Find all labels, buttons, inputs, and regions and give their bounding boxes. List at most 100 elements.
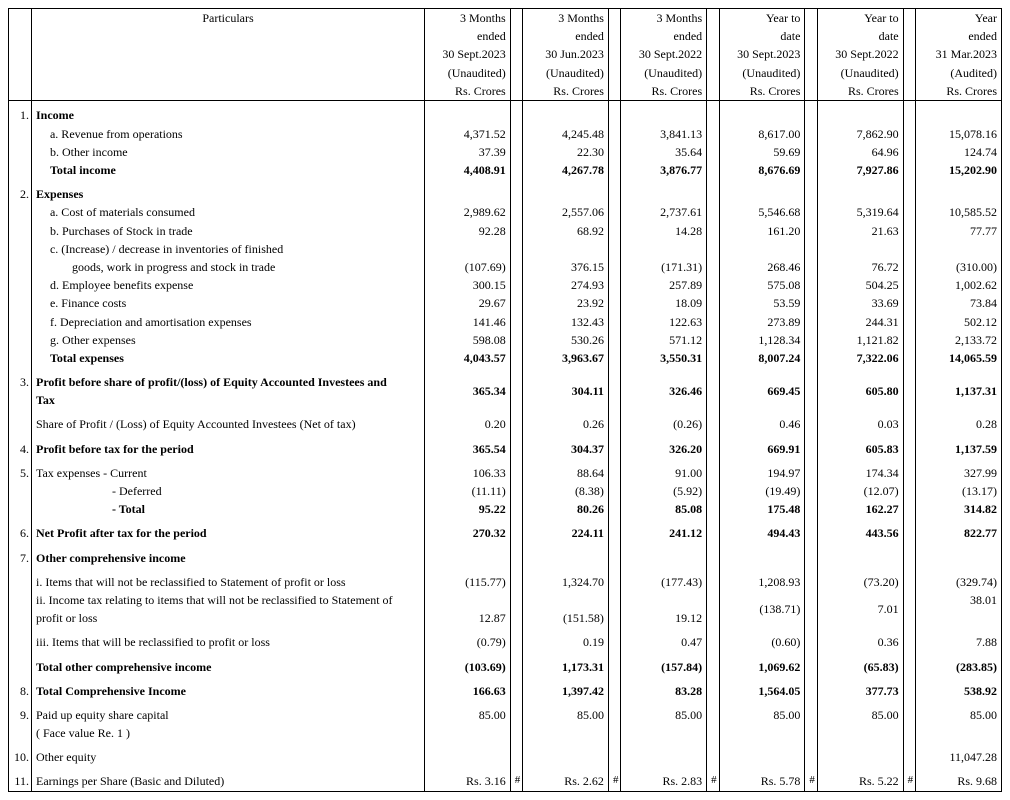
row-total-expenses: Total expenses 4,043.57 3,963.67 3,550.3… — [9, 349, 1002, 367]
toci-lbl: Total other comprehensive income — [31, 658, 424, 676]
eps3: Rs. 2.83 — [621, 772, 707, 791]
eg1: 598.08 — [425, 331, 511, 349]
sh5: 0.03 — [817, 415, 903, 433]
rev-lbl: a. Revenue from operations — [31, 125, 424, 143]
s3v3: 326.46 — [621, 373, 707, 409]
row-income-title: 1. Income — [9, 106, 1002, 124]
eg-lbl: g. Other expenses — [31, 331, 424, 349]
eps-h5: # — [903, 772, 916, 791]
col6-l3: 31 Mar.2023 — [916, 45, 1002, 63]
header-row: Particulars 3 Months 3 Months 3 Months Y… — [9, 9, 1002, 28]
col1-l2: ended — [425, 27, 511, 45]
oii-lbl1: ii. Income tax relating to items that wi… — [31, 591, 424, 609]
tote4: 8,007.24 — [719, 349, 805, 367]
tc3: 91.00 — [621, 464, 707, 482]
row-total-income: Total income 4,408.91 4,267.78 3,876.77 … — [9, 161, 1002, 179]
row-exp-b: b. Purchases of Stock in trade 92.28 68.… — [9, 222, 1002, 240]
ee3: 18.09 — [621, 294, 707, 312]
tote-lbl: Total expenses — [31, 349, 424, 367]
tci3: 83.28 — [621, 682, 707, 700]
row-oci-ii-l1: ii. Income tax relating to items that wi… — [9, 591, 1002, 609]
col1-l1: 3 Months — [425, 9, 511, 28]
ee2: 23.92 — [523, 294, 609, 312]
eg5: 1,121.82 — [817, 331, 903, 349]
oth-c4: 59.69 — [719, 143, 805, 161]
s11-num: 11. — [9, 772, 32, 791]
eps-h1: # — [510, 772, 523, 791]
s4v4: 669.91 — [719, 440, 805, 458]
eb1: 92.28 — [425, 222, 511, 240]
ea-lbl: a. Cost of materials consumed — [31, 203, 424, 221]
totinc-lbl: Total income — [31, 161, 424, 179]
ef-lbl: f. Depreciation and amortisation expense… — [31, 313, 424, 331]
oii3: 19.12 — [621, 591, 707, 627]
ec6: (310.00) — [916, 258, 1002, 276]
toci4: 1,069.62 — [719, 658, 805, 676]
tci4: 1,564.05 — [719, 682, 805, 700]
col2-l2: ended — [523, 27, 609, 45]
ec1: (107.69) — [425, 258, 511, 276]
col3-l1: 3 Months — [621, 9, 707, 28]
oii-lbl2: profit or loss — [31, 609, 424, 627]
row-paid-up: 9. Paid up equity share capital 85.00 85… — [9, 706, 1002, 724]
ea2: 2,557.06 — [523, 203, 609, 221]
oii1: 12.87 — [425, 591, 511, 627]
np4: 494.43 — [719, 524, 805, 542]
oiii6: 7.88 — [916, 633, 1002, 651]
oi1: (115.77) — [425, 573, 511, 591]
row-exp-e: e. Finance costs 29.67 23.92 18.09 53.59… — [9, 294, 1002, 312]
ec3: (171.31) — [621, 258, 707, 276]
np5: 443.56 — [817, 524, 903, 542]
s4v3: 326.20 — [621, 440, 707, 458]
ed6: 1,002.62 — [916, 276, 1002, 294]
tote5: 7,322.06 — [817, 349, 903, 367]
ed3: 257.89 — [621, 276, 707, 294]
s3-num: 3. — [9, 373, 32, 391]
oi5: (73.20) — [817, 573, 903, 591]
rev-c6: 15,078.16 — [916, 125, 1002, 143]
tci1: 166.63 — [425, 682, 511, 700]
pu3: 85.00 — [621, 706, 707, 724]
tc6: 327.99 — [916, 464, 1002, 482]
toci1: (103.69) — [425, 658, 511, 676]
ea4: 5,546.68 — [719, 203, 805, 221]
sh4: 0.46 — [719, 415, 805, 433]
oth-c5: 64.96 — [817, 143, 903, 161]
s3v5: 605.80 — [817, 373, 903, 409]
ef1: 141.46 — [425, 313, 511, 331]
eps5: Rs. 5.22 — [817, 772, 903, 791]
oiii1: (0.79) — [425, 633, 511, 651]
oiii2: 0.19 — [523, 633, 609, 651]
ef3: 122.63 — [621, 313, 707, 331]
td6: (13.17) — [916, 482, 1002, 500]
s4-num: 4. — [9, 440, 32, 458]
col1-l5: Rs. Crores — [425, 82, 511, 101]
s7-num: 7. — [9, 549, 32, 567]
ef6: 502.12 — [916, 313, 1002, 331]
ef4: 273.89 — [719, 313, 805, 331]
tc1: 106.33 — [425, 464, 511, 482]
pu6: 85.00 — [916, 706, 1002, 724]
row-revenue: a. Revenue from operations 4,371.52 4,24… — [9, 125, 1002, 143]
sh3: (0.26) — [621, 415, 707, 433]
col5-l4: (Unaudited) — [817, 64, 903, 82]
oii2: (151.58) — [523, 591, 609, 627]
sh1: 0.20 — [425, 415, 511, 433]
np3: 241.12 — [621, 524, 707, 542]
ed5: 504.25 — [817, 276, 903, 294]
np1: 270.32 — [425, 524, 511, 542]
ec4: 268.46 — [719, 258, 805, 276]
oth-c3: 35.64 — [621, 143, 707, 161]
totinc-c1: 4,408.91 — [425, 161, 511, 179]
oii4: (138.71) — [719, 591, 805, 627]
s11-title: Earnings per Share (Basic and Diluted) — [31, 772, 424, 791]
col5-l1: Year to — [817, 9, 903, 28]
sh6: 0.28 — [916, 415, 1002, 433]
oth-lbl: b. Other income — [31, 143, 424, 161]
tc2: 88.64 — [523, 464, 609, 482]
tc4: 194.97 — [719, 464, 805, 482]
row-tax-total: - Total 95.22 80.26 85.08 175.48 162.27 … — [9, 500, 1002, 518]
row-oci-iii: iii. Items that will be reclassified to … — [9, 633, 1002, 651]
row-face-value: ( Face value Re. 1 ) — [9, 724, 1002, 742]
ec-lbl1: c. (Increase) / decrease in inventories … — [31, 240, 424, 258]
